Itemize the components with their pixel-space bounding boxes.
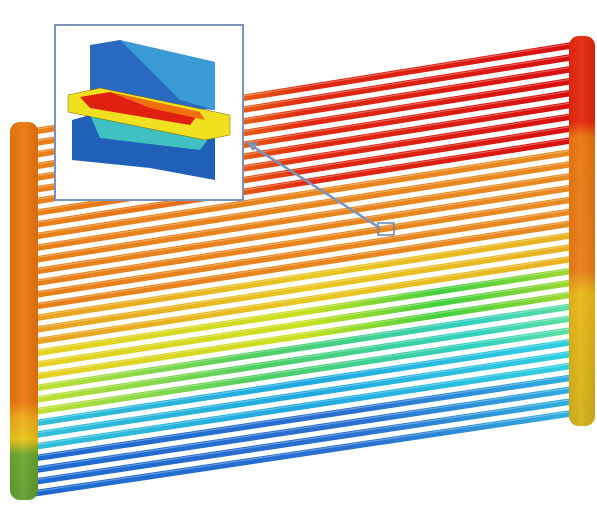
fin-top-light	[120, 40, 215, 110]
tube	[29, 195, 581, 288]
tube-highlight	[29, 279, 581, 365]
tube	[29, 218, 581, 311]
tube-highlight	[29, 207, 581, 295]
tube-highlight	[29, 255, 581, 341]
tube	[29, 361, 581, 451]
tube-highlight	[29, 160, 581, 248]
tube	[29, 266, 581, 358]
tube	[29, 385, 581, 474]
tube-highlight	[29, 267, 581, 353]
tube-highlight	[29, 385, 581, 470]
tube	[29, 242, 581, 334]
tube	[29, 206, 581, 299]
tube-highlight	[29, 338, 581, 423]
tube-warm	[110, 92, 205, 120]
tube-highlight	[29, 172, 581, 260]
tube-highlight	[29, 148, 581, 236]
tube	[29, 147, 581, 241]
tube-highlight	[29, 409, 581, 493]
tube	[29, 135, 581, 229]
tube	[29, 301, 581, 393]
tube	[29, 337, 581, 428]
tube-highlight	[29, 362, 581, 446]
tube	[29, 171, 581, 264]
tube	[29, 408, 581, 498]
tubes	[29, 39, 581, 499]
tube-hot	[80, 92, 200, 125]
tube-highlight	[29, 290, 581, 376]
tube	[29, 254, 581, 346]
tube-highlight	[29, 350, 581, 435]
tube-highlight	[29, 314, 581, 400]
tube	[29, 396, 581, 486]
tube-highlight	[29, 231, 581, 318]
tube	[29, 373, 581, 463]
tube	[29, 290, 581, 381]
right-header-shade	[569, 36, 595, 426]
tube-highlight	[29, 219, 581, 306]
inset	[54, 24, 244, 201]
tube	[29, 159, 581, 252]
callout-arrow	[251, 144, 381, 230]
tube-highlight	[29, 397, 581, 482]
tube-highlight	[29, 243, 581, 330]
tube	[29, 230, 581, 323]
left-header-shade	[10, 122, 38, 500]
tube	[29, 183, 581, 276]
tube-highlight	[29, 196, 581, 283]
zoom-marker	[377, 222, 395, 236]
tube-highlight	[29, 302, 581, 388]
tube	[29, 325, 581, 416]
tube-highlight	[29, 184, 581, 271]
tube	[29, 278, 581, 369]
callout-arrowhead	[246, 142, 258, 151]
tube-highlight	[29, 326, 581, 411]
tube-highlight	[29, 374, 581, 458]
tube	[29, 313, 581, 404]
tube	[29, 349, 581, 439]
fin-bottom-light	[90, 115, 215, 150]
